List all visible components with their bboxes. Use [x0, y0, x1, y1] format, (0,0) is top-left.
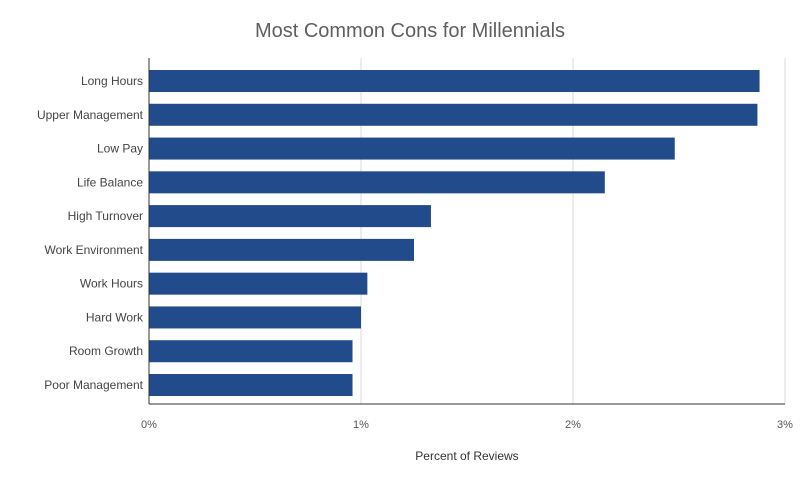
chart-title: Most Common Cons for Millennials — [255, 20, 565, 42]
bar-long-hours — [149, 70, 760, 92]
bar-high-turnover — [149, 205, 431, 228]
x-tick-label-2: 2% — [565, 419, 581, 431]
x-tick-label-0: 0% — [141, 419, 157, 431]
x-tick-label-1: 1% — [353, 419, 369, 431]
category-label-low-pay: Low Pay — [97, 142, 143, 156]
bar-work-hours — [149, 272, 368, 295]
category-label-work-environment: Work Environment — [45, 243, 144, 257]
category-label-poor-management: Poor Management — [44, 378, 143, 392]
x-axis-title: Percent of Reviews — [415, 449, 518, 463]
bar-poor-management — [149, 374, 353, 396]
category-label-work-hours: Work Hours — [80, 277, 143, 291]
bar-work-environment — [149, 238, 414, 261]
bar-hard-work — [149, 306, 361, 329]
x-tick-label-3: 3% — [777, 419, 793, 431]
tick-labels: 0% 1% 2% 3% — [141, 419, 793, 431]
bar-room-growth — [149, 340, 353, 363]
category-labels: Long Hours Upper Management Low Pay Life Ba… — [37, 74, 144, 392]
category-label-long-hours: Long Hours — [81, 74, 143, 88]
category-label-room-growth: Room Growth — [69, 344, 143, 358]
category-label-upper-management: Upper Management — [37, 108, 144, 122]
category-label-hard-work: Hard Work — [86, 310, 144, 324]
bar-low-pay — [149, 137, 675, 160]
category-label-high-turnover: High Turnover — [68, 209, 143, 223]
category-label-life-balance: Life Balance — [77, 175, 143, 189]
axes — [148, 58, 785, 405]
bars — [149, 70, 760, 396]
bar-upper-management — [149, 103, 758, 126]
bar-life-balance — [149, 171, 605, 194]
